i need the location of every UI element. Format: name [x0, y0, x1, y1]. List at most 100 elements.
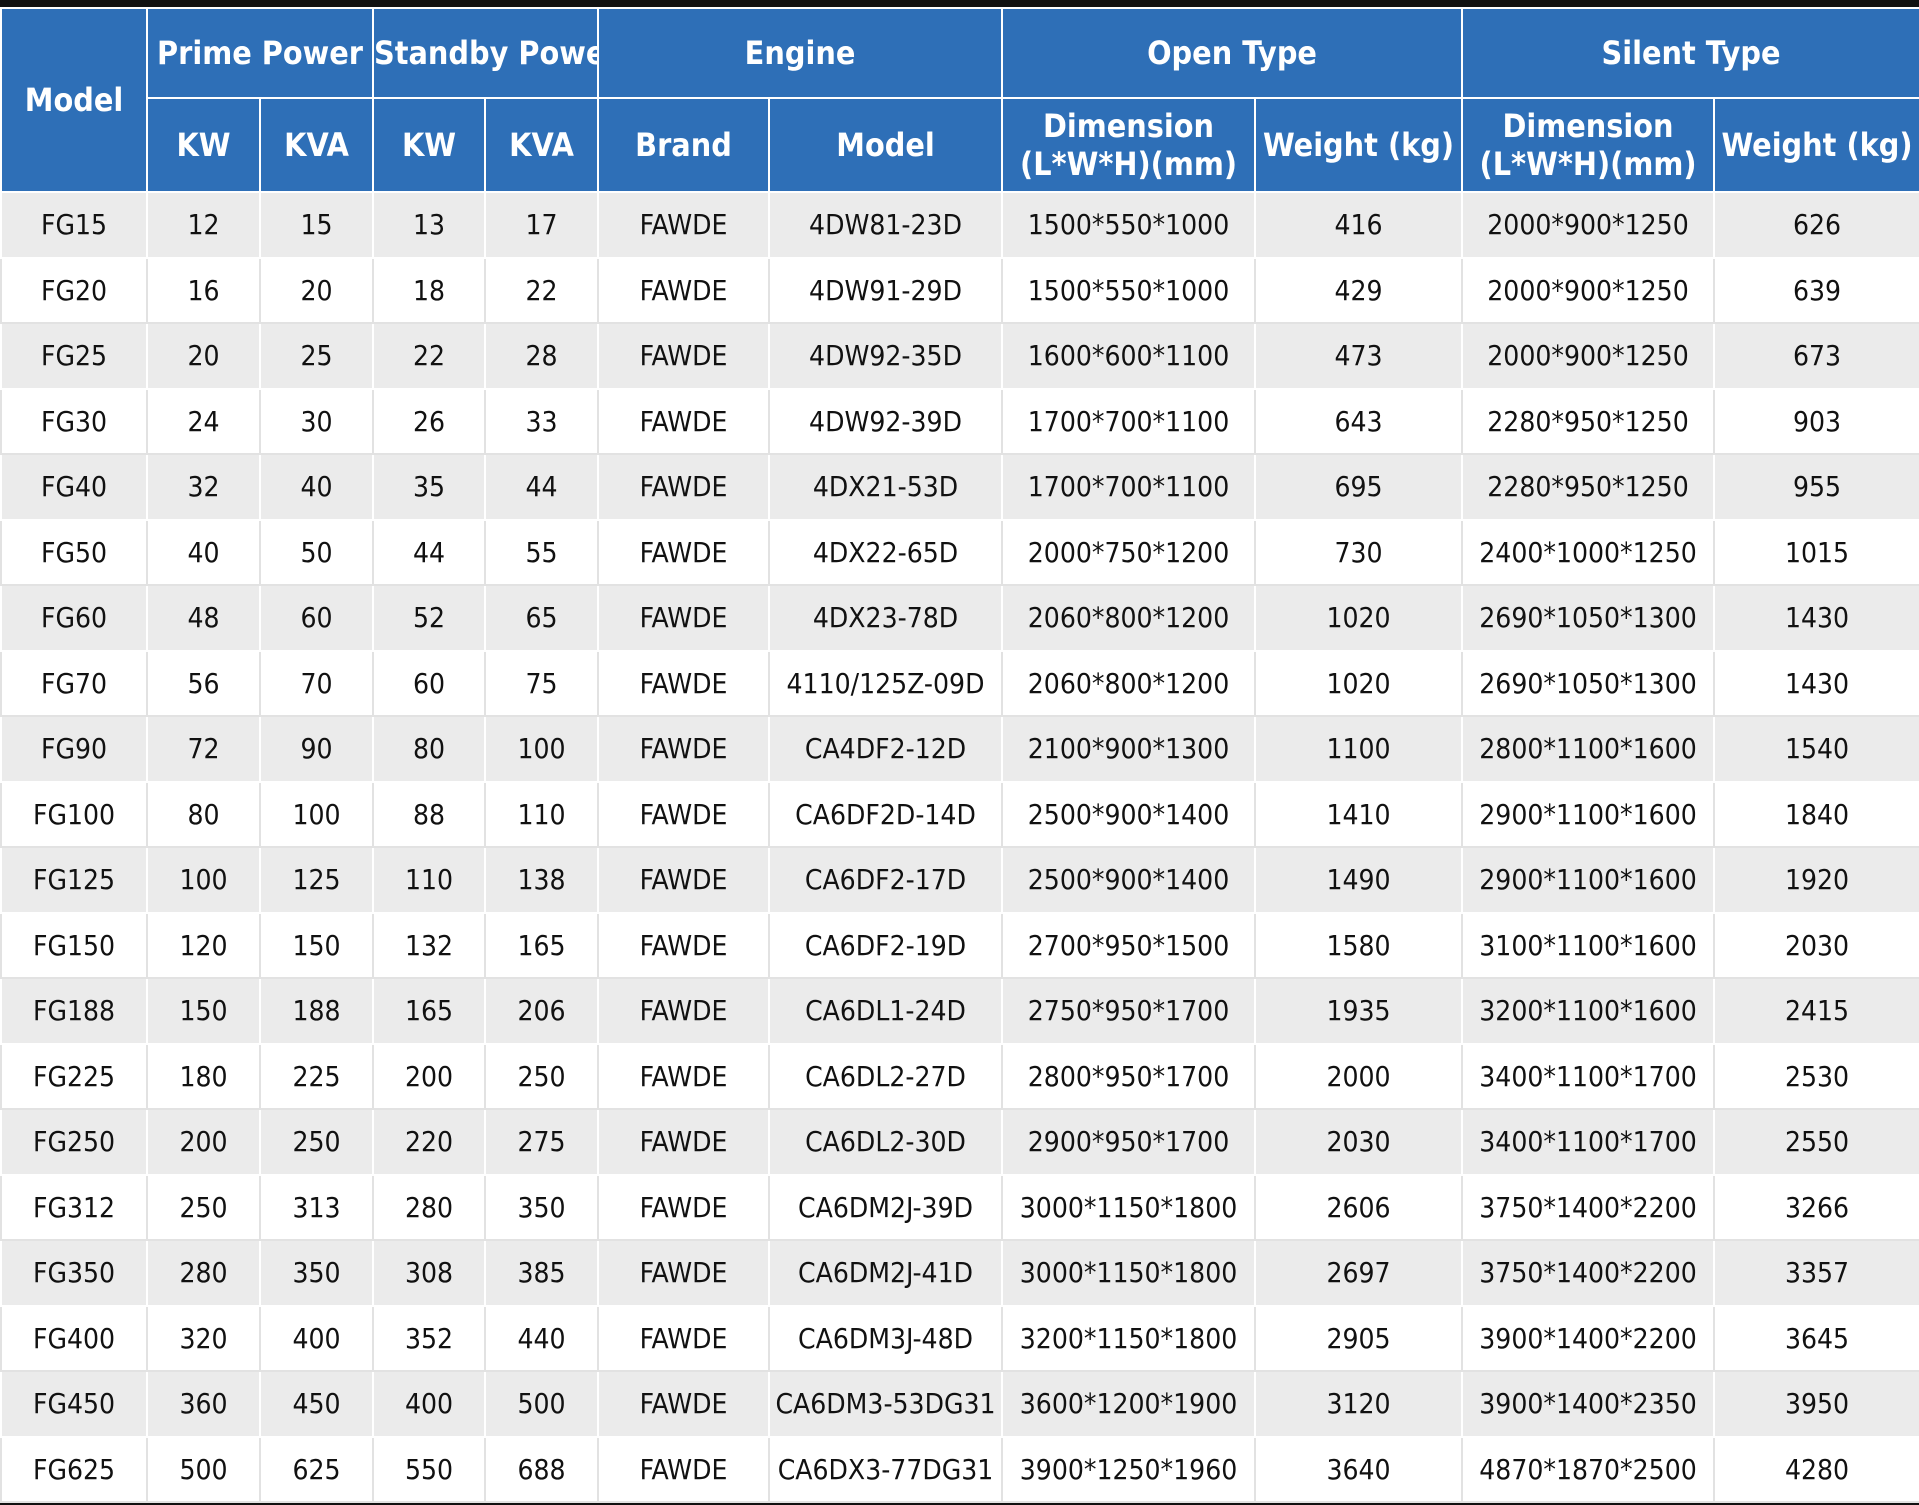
- cell-open-weight: 695: [1254, 454, 1464, 521]
- cell-silent-weight: 2530: [1713, 1043, 1919, 1110]
- cell-silent-dimension: 2000*900*1250: [1461, 257, 1716, 324]
- table-row: FG30 24 30 26 33 FAWDE 4DW92-39D 1700*700*1100 6…: [0, 388, 1919, 455]
- cell-model: FG350: [0, 1240, 148, 1307]
- table-row: FG350 280 350 308 385 FAWDE CA6DM2J-41D 3000*11…: [0, 1240, 1919, 1307]
- cell-standby-kva: 138: [484, 847, 599, 914]
- header-open-type: Open Type: [1001, 7, 1464, 99]
- cell-engine-brand: FAWDE: [597, 1305, 770, 1372]
- cell-standby-kva: 110: [484, 781, 599, 848]
- cell-prime-kw: 120: [146, 912, 261, 979]
- table-row: FG15 12 15 13 17 FAWDE 4DW81-23D 1500*550*1000 4…: [0, 192, 1919, 259]
- cell-prime-kva: 450: [259, 1371, 374, 1438]
- cell-open-dimension: 2500*900*1400: [1001, 847, 1257, 914]
- cell-prime-kw: 150: [146, 978, 261, 1045]
- cell-silent-weight: 2415: [1713, 978, 1919, 1045]
- cell-standby-kva: 385: [484, 1240, 599, 1307]
- cell-engine-brand: FAWDE: [597, 978, 770, 1045]
- cell-engine-brand: FAWDE: [597, 1371, 770, 1438]
- table-row: FG40 32 40 35 44 FAWDE 4DX21-53D 1700*700*1100 6…: [0, 454, 1919, 521]
- cell-model: FG150: [0, 912, 148, 979]
- cell-silent-weight: 1840: [1713, 781, 1919, 848]
- cell-silent-dimension: 2400*1000*1250: [1461, 519, 1716, 586]
- cell-engine-model: CA6DF2-17D: [767, 847, 1004, 914]
- cell-silent-weight: 626: [1713, 192, 1919, 259]
- cell-standby-kw: 35: [372, 454, 486, 521]
- cell-standby-kw: 352: [372, 1305, 486, 1372]
- table-row: FG90 72 90 80 100 FAWDE CA4DF2-12D 2100*900*130…: [0, 716, 1919, 783]
- header-standby-power: Standby Power: [372, 7, 599, 99]
- header-engine-model: Model: [767, 97, 1004, 193]
- cell-prime-kva: 350: [259, 1240, 374, 1307]
- cell-standby-kva: 350: [484, 1174, 599, 1241]
- cell-prime-kw: 500: [146, 1436, 261, 1503]
- table-row: FG70 56 70 60 75 FAWDE 4110/125Z-09D 2060*800*1…: [0, 650, 1919, 717]
- header-silent-dimension: Dimension (L*W*H)(mm): [1461, 97, 1716, 193]
- cell-silent-weight: 1430: [1713, 585, 1919, 652]
- cell-open-weight: 2905: [1254, 1305, 1464, 1372]
- cell-standby-kw: 550: [372, 1436, 486, 1503]
- cell-open-weight: 429: [1254, 257, 1464, 324]
- cell-open-dimension: 3000*1150*1800: [1001, 1174, 1257, 1241]
- cell-standby-kw: 44: [372, 519, 486, 586]
- cell-open-dimension: 3200*1150*1800: [1001, 1305, 1257, 1372]
- header-row-groups: Model Prime Power Standby Power Engine O…: [0, 7, 1919, 193]
- cell-prime-kva: 60: [259, 585, 374, 652]
- cell-silent-dimension: 2000*900*1250: [1461, 323, 1716, 390]
- header-prime-kva: KVA: [259, 97, 374, 193]
- cell-open-dimension: 2900*950*1700: [1001, 1109, 1257, 1176]
- cell-model: FG188: [0, 978, 148, 1045]
- cell-engine-brand: FAWDE: [597, 1174, 770, 1241]
- cell-engine-model: CA6DF2D-14D: [767, 781, 1004, 848]
- cell-open-dimension: 1700*700*1100: [1001, 388, 1257, 455]
- cell-silent-weight: 3645: [1713, 1305, 1919, 1372]
- header-silent-type: Silent Type: [1461, 7, 1919, 99]
- cell-standby-kva: 275: [484, 1109, 599, 1176]
- cell-open-dimension: 2100*900*1300: [1001, 716, 1257, 783]
- cell-open-weight: 1410: [1254, 781, 1464, 848]
- cell-silent-dimension: 2000*900*1250: [1461, 192, 1716, 259]
- cell-silent-dimension: 2280*950*1250: [1461, 454, 1716, 521]
- header-prime-kw: KW: [146, 97, 261, 193]
- cell-silent-dimension: 3900*1400*2350: [1461, 1371, 1716, 1438]
- cell-engine-model: CA6DL2-27D: [767, 1043, 1004, 1110]
- cell-standby-kw: 110: [372, 847, 486, 914]
- cell-prime-kw: 20: [146, 323, 261, 390]
- cell-standby-kva: 165: [484, 912, 599, 979]
- cell-model: FG225: [0, 1043, 148, 1110]
- cell-silent-weight: 955: [1713, 454, 1919, 521]
- cell-open-weight: 1935: [1254, 978, 1464, 1045]
- cell-prime-kw: 180: [146, 1043, 261, 1110]
- cell-prime-kw: 320: [146, 1305, 261, 1372]
- table-row: FG225 180 225 200 250 FAWDE CA6DL2-27D 2800*950…: [0, 1043, 1919, 1110]
- cell-silent-weight: 2030: [1713, 912, 1919, 979]
- cell-open-weight: 416: [1254, 192, 1464, 259]
- cell-prime-kva: 250: [259, 1109, 374, 1176]
- cell-standby-kva: 500: [484, 1371, 599, 1438]
- table-row: FG188 150 188 165 206 FAWDE CA6DL1-24D 2750*950…: [0, 978, 1919, 1045]
- cell-model: FG90: [0, 716, 148, 783]
- cell-engine-brand: FAWDE: [597, 1240, 770, 1307]
- cell-open-dimension: 3600*1200*1900: [1001, 1371, 1257, 1438]
- cell-engine-brand: FAWDE: [597, 1436, 770, 1503]
- cell-open-weight: 1020: [1254, 650, 1464, 717]
- cell-standby-kw: 220: [372, 1109, 486, 1176]
- cell-prime-kw: 200: [146, 1109, 261, 1176]
- cell-prime-kva: 188: [259, 978, 374, 1045]
- cell-prime-kva: 225: [259, 1043, 374, 1110]
- cell-silent-weight: 673: [1713, 323, 1919, 390]
- cell-engine-brand: FAWDE: [597, 716, 770, 783]
- cell-model: FG250: [0, 1109, 148, 1176]
- cell-engine-brand: FAWDE: [597, 847, 770, 914]
- cell-model: FG450: [0, 1371, 148, 1438]
- cell-engine-brand: FAWDE: [597, 781, 770, 848]
- table-row: FG312 250 313 280 350 FAWDE CA6DM2J-39D 3000*11…: [0, 1174, 1919, 1241]
- cell-engine-model: 4DX23-78D: [767, 585, 1004, 652]
- header-open-weight: Weight (kg): [1254, 97, 1464, 193]
- cell-open-weight: 3640: [1254, 1436, 1464, 1503]
- cell-prime-kva: 50: [259, 519, 374, 586]
- cell-open-dimension: 1600*600*1100: [1001, 323, 1257, 390]
- cell-open-dimension: 1500*550*1000: [1001, 192, 1257, 259]
- cell-standby-kw: 165: [372, 978, 486, 1045]
- cell-open-dimension: 3900*1250*1960: [1001, 1436, 1257, 1503]
